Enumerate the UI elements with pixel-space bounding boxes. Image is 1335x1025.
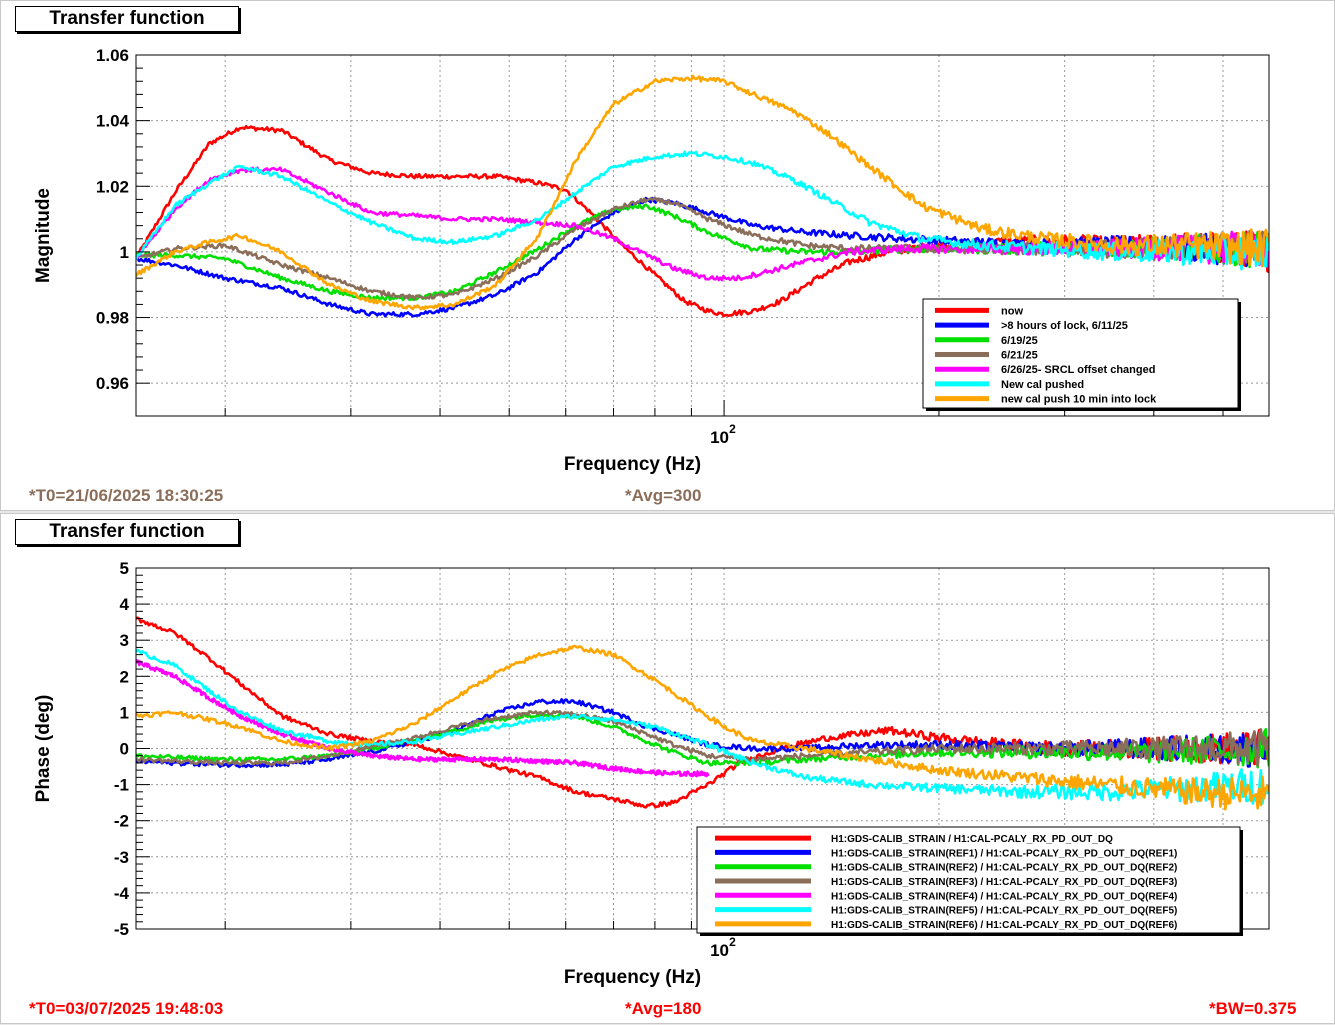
y-axis: -5 -4 -3 -2 -1 0 1 2 3 4 5: [114, 559, 150, 939]
legend-entry-6: New cal pushed: [1001, 379, 1084, 391]
legend-entry-2: >8 hours of lock, 6/11/25: [1001, 320, 1128, 332]
series-line-6: [136, 150, 1269, 271]
legend-entry-5: H1:GDS-CALIB_STRAIN(REF4) / H1:CAL-PCALY…: [831, 891, 1177, 902]
top-avg-label: *Avg=300: [625, 486, 702, 505]
y-tick-label: 1.06: [96, 46, 129, 65]
series-group: [136, 74, 1269, 318]
legend-entry-4: H1:GDS-CALIB_STRAIN(REF3) / H1:CAL-PCALY…: [831, 877, 1177, 888]
legend-entry-4: 6/21/25: [1001, 350, 1038, 362]
legend: H1:GDS-CALIB_STRAIN / H1:CAL-PCALY_RX_PD…: [696, 826, 1243, 936]
y-axis-label: Phase (deg): [33, 695, 54, 803]
legend-entry-3: H1:GDS-CALIB_STRAIN(REF2) / H1:CAL-PCALY…: [831, 863, 1177, 874]
y-tick-label: 1.02: [96, 177, 129, 196]
y-tick-label: 0: [120, 740, 129, 759]
y-tick-label: 1.04: [96, 112, 130, 131]
y-axis-label: Magnitude: [33, 188, 54, 283]
x-tick-exponent: 2: [729, 422, 736, 436]
series-group: [136, 616, 1269, 811]
legend-entry-7: new cal push 10 min into lock: [1001, 394, 1157, 406]
top-t0-label: *T0=21/06/2025 18:30:25: [29, 486, 224, 505]
series-line-2: [136, 196, 1269, 318]
y-tick-label: -2: [114, 812, 129, 831]
y-tick-label: -4: [114, 884, 130, 903]
series-line-5: [136, 166, 1269, 282]
y-tick-label: -1: [114, 776, 129, 795]
series-line-5: [136, 659, 710, 778]
bottom-avg-label: *Avg=180: [625, 999, 702, 1018]
y-tick-label: 5: [120, 559, 129, 578]
legend-entry-1: now: [1001, 305, 1023, 317]
y-tick-label: 4: [120, 595, 130, 614]
y-tick-label: 1: [120, 703, 129, 722]
y-tick-label: -3: [114, 848, 129, 867]
legend-entry-2: H1:GDS-CALIB_STRAIN(REF1) / H1:CAL-PCALY…: [831, 848, 1177, 859]
x-tick-exponent: 2: [729, 935, 736, 949]
series-line-4: [136, 709, 1269, 767]
y-axis: 0.96 0.98 1 1.02 1.04 1.06: [96, 46, 150, 393]
magnitude-chart: 0.96 0.98 1 1.02 1.04 1.06 10 2 Frequency (Hz) Ma…: [33, 46, 1270, 475]
x-tick-label: 10: [710, 941, 729, 960]
y-tick-label: 2: [120, 667, 129, 686]
bottom-title: Transfer function: [15, 519, 239, 545]
x-axis-label: Frequency (Hz): [564, 967, 701, 988]
legend: now >8 hours of lock, 6/11/25 6/19/25 6/21/…: [922, 298, 1241, 411]
bottom-bw-label: *BW=0.375: [1209, 999, 1297, 1018]
series-line-7: [136, 644, 1269, 811]
legend-entry-3: 6/19/25: [1001, 335, 1038, 347]
x-axis-label: Frequency (Hz): [564, 454, 701, 475]
plot-frame: [135, 54, 1270, 417]
series-line-7: [136, 74, 1269, 311]
y-tick-label: 0.96: [96, 374, 129, 393]
x-tick-label: 10: [710, 428, 729, 447]
legend-entry-6: H1:GDS-CALIB_STRAIN(REF5) / H1:CAL-PCALY…: [831, 906, 1177, 917]
y-tick-label: 0.98: [96, 309, 129, 328]
y-tick-label: 1: [120, 243, 129, 262]
bottom-t0-label: *T0=03/07/2025 19:48:03: [29, 999, 224, 1018]
bottom-panel: Transfer function -5 -4 -3 -2 -1 0 1 2 3 4 5 10 2 Fre…: [0, 513, 1335, 1024]
top-title: Transfer function: [15, 6, 239, 32]
y-tick-label: 3: [120, 631, 129, 650]
y-tick-label: -5: [114, 920, 129, 939]
legend-entry-5: 6/26/25- SRCL offset changed: [1001, 364, 1155, 376]
series-line-6: [136, 648, 1269, 805]
top-panel: Transfer function 0.96 0.98 1 1.02 1.04 1.06 1…: [0, 0, 1335, 511]
legend-entry-7: H1:GDS-CALIB_STRAIN(REF6) / H1:CAL-PCALY…: [831, 920, 1177, 931]
legend-entry-1: H1:GDS-CALIB_STRAIN / H1:CAL-PCALY_RX_PD…: [831, 834, 1113, 845]
